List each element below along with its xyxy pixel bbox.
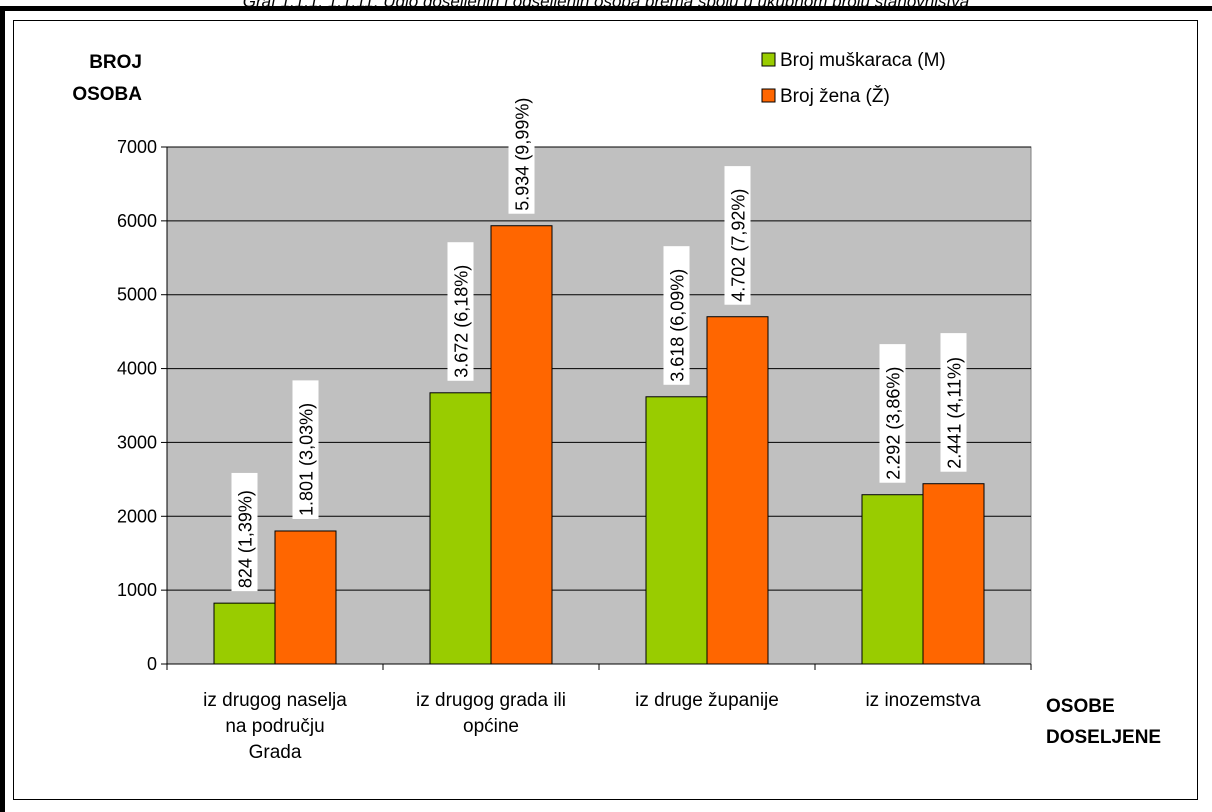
data-label: 824 (1,39%) [236,490,256,588]
category-label: iz inozemstva [865,690,981,711]
y-axis-title: OSOBA [72,84,142,105]
bar-female [274,530,337,665]
category-label: Grada [249,742,302,763]
bar-male [429,392,492,665]
y-tick-label: 1000 [117,580,157,600]
bar-female [922,483,985,665]
data-label: 2.441 (4,11%) [945,357,965,469]
y-tick-label: 5000 [117,285,157,305]
chart-caption: Graf 1.1.1. 1.1.11. Udio doseljenih i od… [242,0,970,11]
category-label: iz druge županije [635,690,779,711]
data-label-background [447,242,474,381]
y-tick-label: 0 [147,654,157,674]
data-label: 3.672 (6,18%) [452,265,472,378]
data-label: 5.934 (9,99%) [513,98,533,211]
legend-swatch [761,52,776,67]
x-axis-title: DOSELJENE [1046,727,1161,748]
y-axis-title: BROJ [89,52,142,73]
data-label-background [879,344,906,483]
data-label-background [663,246,690,385]
bar-male [645,396,708,665]
data-label: 2.292 (3,86%) [884,367,904,480]
bar-female [490,225,553,665]
y-tick-label: 2000 [117,506,157,526]
category-label: iz drugog grada ili [416,690,566,711]
bar-male [213,602,276,665]
legend-swatch [761,88,776,103]
data-label: 4.702 (7,92%) [729,189,749,302]
y-tick-label: 3000 [117,432,157,452]
category-label: na području [225,716,324,737]
x-axis-title: OSOBE [1046,696,1115,717]
data-label: 3.618 (6,09%) [668,269,688,382]
category-label: iz drugog naselja [203,690,347,711]
chart-area: 0 1000 2000 3000 4000 5000 6000 7000 824 (1,39%)… [13,20,1198,800]
bar-female [706,316,769,665]
bar-chart: 0 1000 2000 3000 4000 5000 6000 7000 824 (1,39%)… [72,50,1161,763]
legend-label: Broj žena (Ž) [780,85,890,107]
data-label-background [724,166,751,305]
category-label: općine [463,716,519,737]
data-label-background [940,333,967,472]
y-tick-label: 6000 [117,211,157,231]
data-label: 1.801 (3,03%) [297,403,317,516]
data-label-background [508,75,535,214]
y-tick-label: 4000 [117,359,157,379]
legend-label: Broj muškaraca (M) [780,50,946,71]
bar-male [861,494,924,665]
data-label-background [231,472,258,592]
y-tick-label: 7000 [117,137,157,157]
outer-frame [0,6,1212,812]
data-label-background [292,380,319,519]
